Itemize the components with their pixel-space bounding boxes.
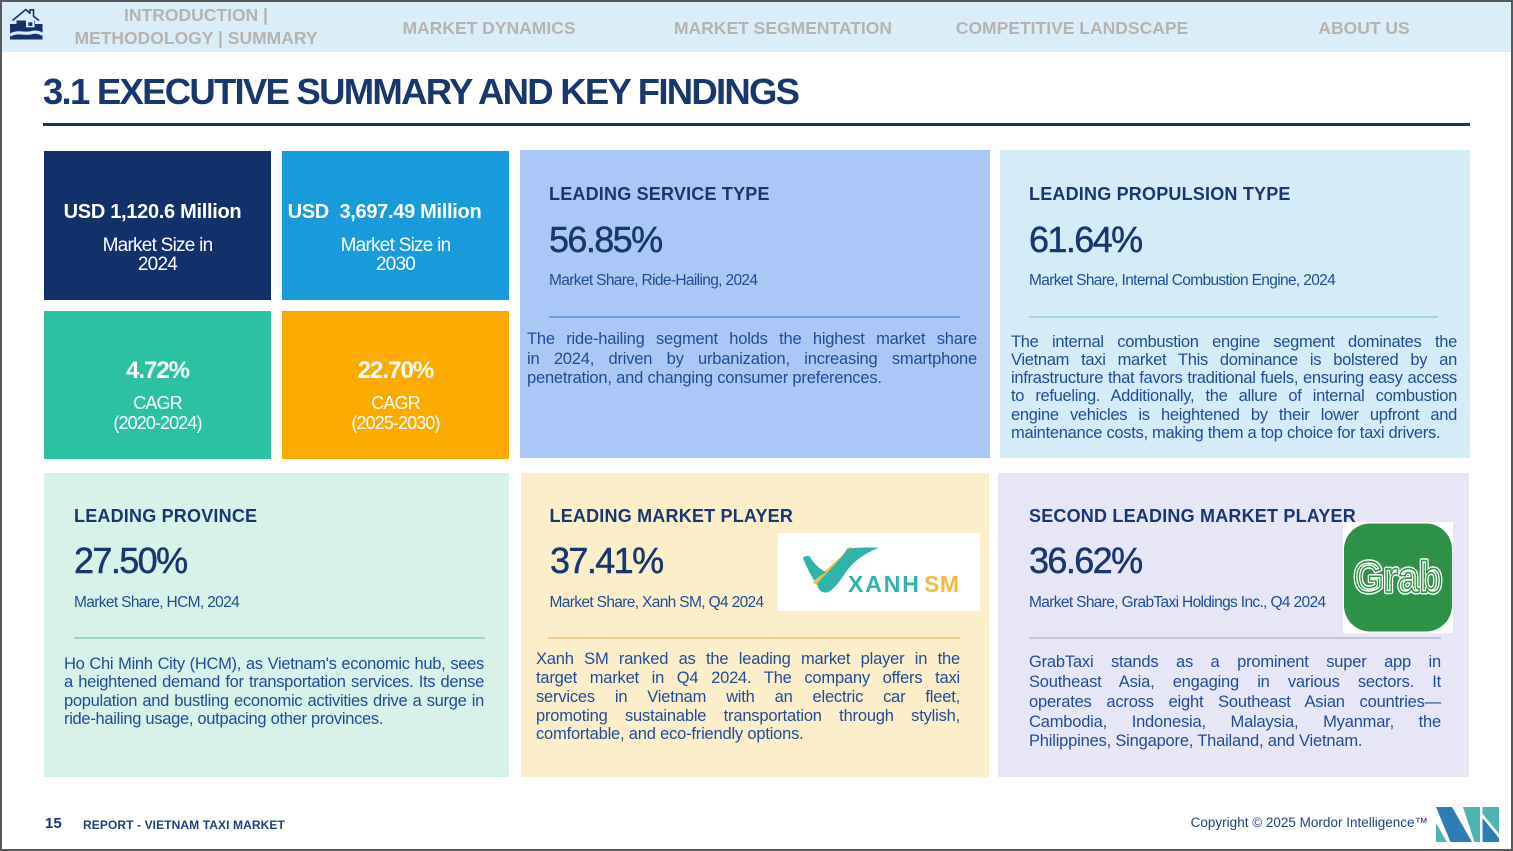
svg-text:Grab: Grab <box>1354 553 1442 602</box>
svg-text:XANH: XANH <box>848 571 921 597</box>
svg-text:Grab: Grab <box>1354 553 1442 602</box>
svg-text:SM: SM <box>924 571 960 597</box>
